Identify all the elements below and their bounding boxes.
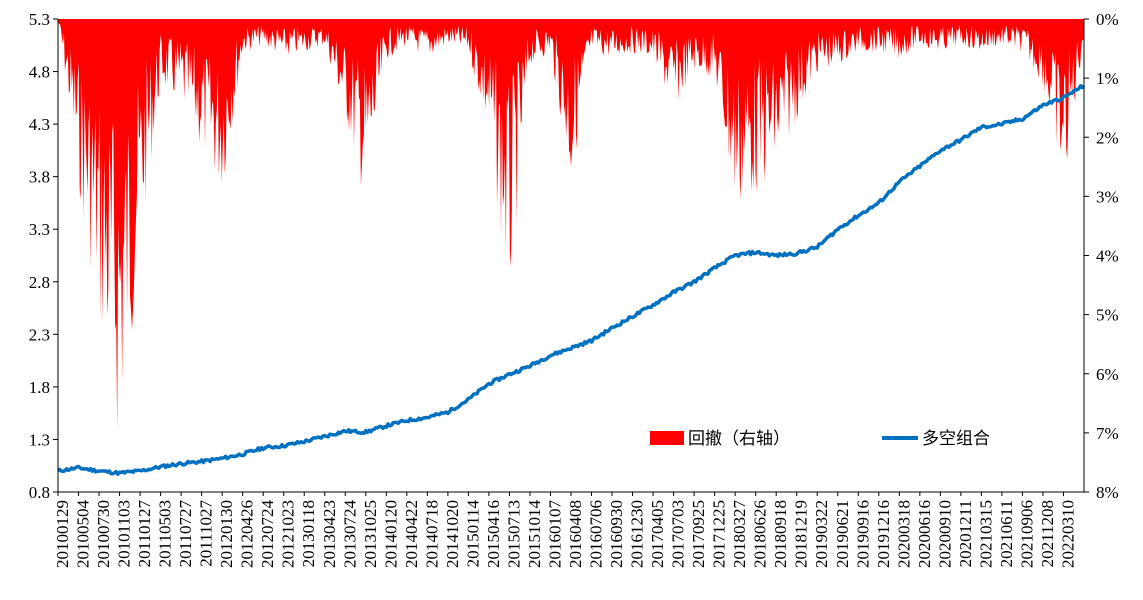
x-tick-label: 20130118 [299, 500, 318, 567]
left-tick-label: 0.8 [29, 483, 50, 502]
x-tick-label: 20210315 [976, 500, 995, 568]
x-tick-label: 20160930 [607, 500, 626, 568]
x-tick-label: 20150114 [463, 500, 482, 568]
left-tick-label: 4.3 [29, 115, 50, 134]
right-tick-label: 3% [1096, 187, 1119, 206]
x-tick-label: 20111027 [197, 500, 216, 567]
x-tick-label: 20170405 [648, 500, 667, 568]
right-axis-ticks: 0% 1% 2% 3% 4% 5% 6% 7% 8% [1084, 10, 1119, 502]
left-tick-label: 1.3 [29, 430, 50, 449]
drawdown-area-series [58, 19, 1084, 432]
x-tick-label: 20130724 [340, 500, 359, 569]
x-tick-label: 20190621 [833, 500, 852, 568]
right-tick-label: 1% [1096, 69, 1119, 88]
x-tick-label: 20100504 [74, 500, 93, 569]
left-tick-label: 5.3 [29, 10, 50, 29]
legend-drawdown-label: 回撤（右轴） [688, 429, 790, 449]
x-tick-label: 20120724 [258, 500, 277, 569]
left-tick-label: 1.8 [29, 378, 50, 397]
legend: 回撤（右轴） 多空组合 [650, 429, 990, 449]
x-tick-label: 20170703 [669, 500, 688, 568]
x-tick-label: 20140120 [381, 500, 400, 568]
x-tick-label: 20120130 [217, 500, 236, 568]
long-short-line-series [57, 84, 1086, 476]
left-tick-label: 3.3 [29, 220, 50, 239]
x-tick-label: 20180626 [751, 500, 770, 568]
x-tick-label: 20150713 [504, 500, 523, 568]
x-tick-label: 20190322 [812, 500, 831, 568]
right-tick-label: 5% [1096, 306, 1119, 325]
x-tick-label: 20200616 [915, 500, 934, 568]
right-tick-label: 4% [1096, 247, 1119, 266]
x-tick-label: 20201211 [956, 500, 975, 567]
x-tick-label: 20131025 [361, 500, 380, 568]
left-tick-label: 4.8 [29, 63, 50, 82]
x-tick-label: 20110503 [156, 500, 175, 567]
x-tick-label: 20140422 [402, 500, 421, 568]
right-tick-label: 8% [1096, 483, 1119, 502]
right-tick-label: 2% [1096, 128, 1119, 147]
x-tick-label: 20130423 [320, 500, 339, 568]
x-tick-label: 20141020 [443, 500, 462, 568]
x-tick-label: 20101103 [115, 500, 134, 567]
x-tick-label: 20191216 [874, 500, 893, 568]
right-tick-label: 0% [1096, 10, 1119, 29]
x-tick-label: 20140718 [422, 500, 441, 568]
x-tick-label: 20161230 [628, 500, 647, 568]
x-tick-label: 20100730 [94, 500, 113, 568]
x-tick-label: 20100129 [53, 500, 72, 568]
legend-drawdown-swatch [650, 431, 684, 445]
x-tick-label: 20200318 [894, 500, 913, 568]
right-tick-label: 6% [1096, 365, 1119, 384]
x-tick-label: 20180918 [771, 500, 790, 568]
x-tick-label: 20160408 [566, 500, 585, 568]
x-tick-label: 20151014 [525, 500, 544, 569]
x-tick-label: 20180327 [730, 500, 749, 569]
right-tick-label: 7% [1096, 424, 1119, 443]
x-tick-label: 20190916 [853, 500, 872, 568]
x-tick-label: 20160706 [587, 500, 606, 568]
x-tick-label: 20211208 [1038, 500, 1057, 567]
x-tick-label: 20200910 [935, 500, 954, 568]
x-tick-label: 20110727 [176, 500, 195, 568]
drawdown-area [58, 19, 1084, 432]
x-tick-label: 20160107 [546, 500, 565, 569]
x-tick-label: 20120426 [238, 500, 257, 568]
x-tick-label: 20170925 [689, 500, 708, 568]
left-tick-label: 3.8 [29, 168, 50, 187]
x-axis-ticks: 20100129 20100504 20100730 20101103 20110127… [53, 492, 1078, 568]
x-tick-label: 20121023 [279, 500, 298, 568]
left-tick-label: 2.3 [29, 325, 50, 344]
left-axis-ticks: 0.8 1.3 1.8 2.3 2.8 3.3 3.8 4.3 4.8 5.3 [29, 10, 58, 502]
long-short-line [57, 84, 1086, 476]
x-tick-label: 20110127 [135, 500, 154, 568]
x-tick-label: 20220310 [1059, 500, 1078, 568]
x-tick-label: 20150416 [484, 500, 503, 568]
left-tick-label: 2.8 [29, 273, 50, 292]
x-tick-label: 20210906 [1017, 500, 1036, 568]
x-tick-label: 20171225 [710, 500, 729, 568]
x-tick-label: 20181219 [792, 500, 811, 568]
legend-long-short-label: 多空组合 [922, 429, 990, 449]
x-tick-label: 20210611 [997, 500, 1016, 567]
